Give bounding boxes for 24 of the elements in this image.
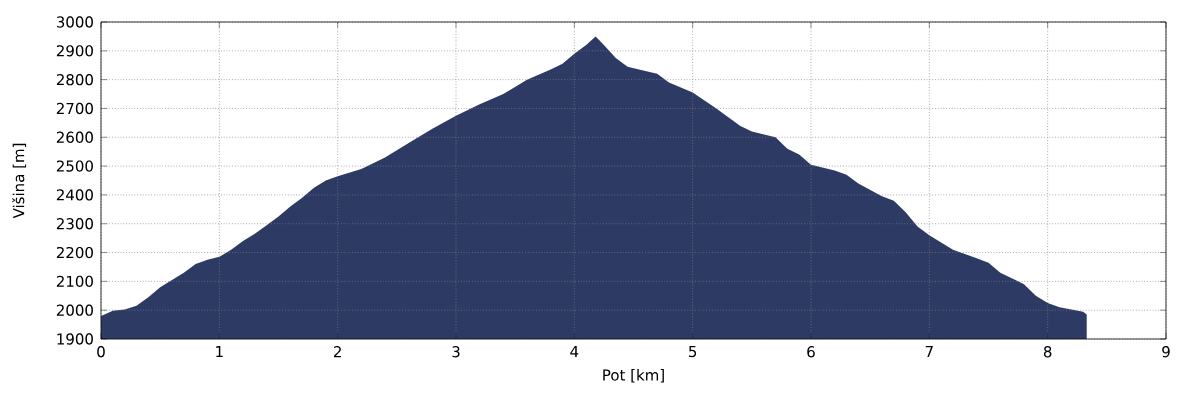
x-axis-title: Pot [km] xyxy=(603,369,664,383)
y-tick-label: 2200 xyxy=(56,246,93,259)
y-tick-label: 2700 xyxy=(56,102,93,115)
x-tick-label: 4 xyxy=(570,346,579,357)
y-tick-label: 2600 xyxy=(56,131,93,143)
y-tick-label: 2300 xyxy=(56,218,93,230)
x-tick-label: 5 xyxy=(689,346,697,358)
y-tick-label: 2500 xyxy=(56,160,93,172)
y-tick-label: 1900 xyxy=(57,333,93,345)
x-tick-label: 7 xyxy=(925,346,933,357)
x-tick-label: 1 xyxy=(216,346,223,357)
y-tick-label: 2000 xyxy=(56,304,93,316)
x-tick-label: 3 xyxy=(452,346,460,358)
x-tick-label: 2 xyxy=(333,346,341,358)
x-tick-label: 9 xyxy=(1162,346,1170,358)
x-tick-label: 6 xyxy=(807,346,815,358)
y-tick-label: 2800 xyxy=(56,73,93,86)
y-axis-title: Višina [m] xyxy=(12,143,27,219)
x-tick-label: 8 xyxy=(1043,346,1052,358)
y-tick-label: 2400 xyxy=(56,189,93,201)
y-tick-label: 2100 xyxy=(56,275,93,288)
x-tick-label: 0 xyxy=(97,346,105,358)
y-tick-label: 3000 xyxy=(56,16,93,28)
y-tick-label: 2900 xyxy=(56,45,93,57)
